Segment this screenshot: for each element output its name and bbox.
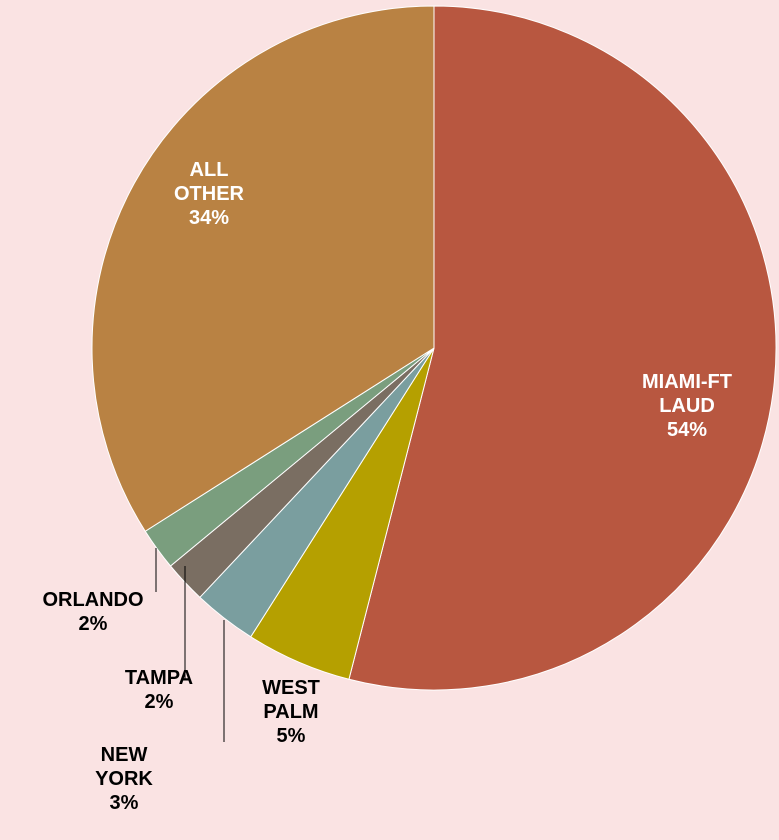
slice-label: ORLANDO	[42, 589, 143, 611]
label-line: WEST	[262, 677, 320, 699]
label-line: PALM	[263, 701, 318, 723]
pie-slice	[91, 5, 435, 532]
label-line: ALL	[190, 159, 229, 181]
slice-label: MIAMI-FT LAUD	[642, 371, 732, 417]
slice-label: TAMPA	[125, 667, 193, 689]
label-line: TAMPA	[125, 667, 193, 689]
slice-value-label: 3%	[110, 792, 139, 814]
label-line: NEW	[101, 744, 148, 766]
label-line: MIAMI-FT	[642, 371, 732, 393]
label-line: YORK	[95, 768, 153, 790]
label-line: OTHER	[174, 183, 245, 205]
slice-value-label: 34%	[189, 207, 229, 229]
slice-value-label: 54%	[667, 419, 707, 441]
slice-value-label: 2%	[145, 691, 174, 713]
slice-label: NEW YORK	[95, 744, 153, 790]
label-line: ORLANDO	[42, 589, 143, 611]
label-line: LAUD	[659, 395, 715, 417]
slice-value-label: 5%	[277, 725, 306, 747]
pie-slice	[348, 5, 777, 691]
slice-value-label: 2%	[79, 613, 108, 635]
slice-label: ALL OTHER	[174, 159, 245, 205]
slice-label: WEST PALM	[262, 677, 320, 723]
